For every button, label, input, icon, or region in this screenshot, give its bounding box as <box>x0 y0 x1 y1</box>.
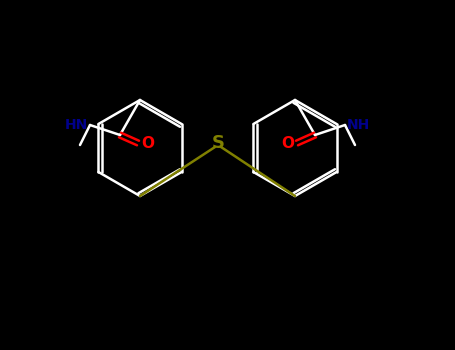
Text: O: O <box>141 136 154 152</box>
Text: HN: HN <box>65 118 88 132</box>
Text: O: O <box>281 136 294 152</box>
Text: NH: NH <box>347 118 370 132</box>
Text: S: S <box>212 134 224 152</box>
